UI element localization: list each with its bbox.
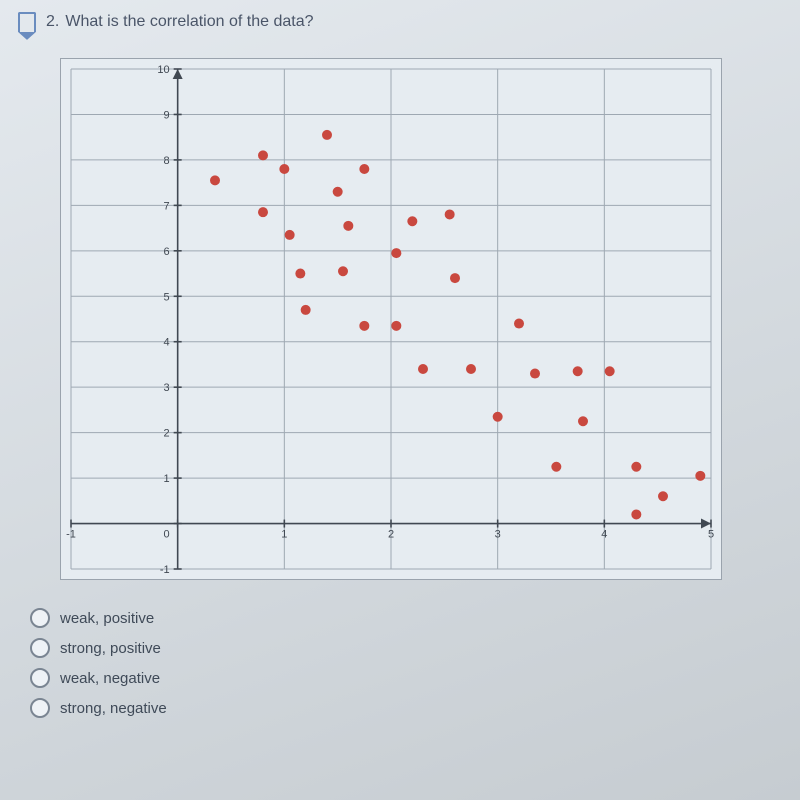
answer-option-0[interactable]: weak, positive — [30, 608, 800, 628]
svg-text:2: 2 — [164, 428, 170, 440]
data-point — [605, 366, 615, 376]
svg-text:9: 9 — [164, 109, 170, 121]
data-point — [631, 509, 641, 519]
question-number: 2. — [46, 13, 59, 31]
answer-option-1[interactable]: strong, positive — [30, 638, 800, 658]
data-point — [338, 266, 348, 276]
svg-text:3: 3 — [495, 529, 501, 541]
question-row: 2. What is the correlation of the data? — [0, 0, 800, 38]
answer-option-3[interactable]: strong, negative — [30, 698, 800, 718]
svg-text:4: 4 — [164, 337, 170, 349]
svg-text:4: 4 — [601, 529, 607, 541]
svg-text:0: 0 — [164, 529, 170, 541]
bookmark-icon[interactable] — [18, 12, 36, 32]
data-point — [466, 364, 476, 374]
svg-text:1: 1 — [281, 529, 287, 541]
radio-icon[interactable] — [30, 668, 50, 688]
data-point — [322, 130, 332, 140]
data-point — [359, 321, 369, 331]
data-point — [279, 164, 289, 174]
data-point — [258, 207, 268, 217]
data-point — [407, 216, 417, 226]
question-text: What is the correlation of the data? — [65, 13, 313, 31]
data-point — [551, 462, 561, 472]
data-point — [391, 321, 401, 331]
data-point — [578, 416, 588, 426]
svg-text:-1: -1 — [160, 564, 170, 576]
data-point — [530, 369, 540, 379]
data-point — [258, 150, 268, 160]
data-point — [631, 462, 641, 472]
svg-text:7: 7 — [164, 200, 170, 212]
option-label: weak, positive — [60, 610, 154, 627]
option-label: strong, negative — [60, 700, 167, 717]
radio-icon[interactable] — [30, 638, 50, 658]
scatter-chart: -1 1 2 3 4 5 6 7 8 9 10 -1 1 2 3 4 5 0 — [60, 58, 722, 580]
data-point — [658, 491, 668, 501]
svg-text:5: 5 — [164, 291, 170, 303]
data-point — [450, 273, 460, 283]
option-label: strong, positive — [60, 640, 161, 657]
data-point — [285, 230, 295, 240]
data-point — [418, 364, 428, 374]
data-point — [333, 187, 343, 197]
svg-text:6: 6 — [164, 246, 170, 258]
data-point — [343, 221, 353, 231]
data-point — [445, 209, 455, 219]
data-point — [514, 319, 524, 329]
data-point — [301, 305, 311, 315]
answer-option-2[interactable]: weak, negative — [30, 668, 800, 688]
data-point — [359, 164, 369, 174]
svg-text:8: 8 — [164, 155, 170, 167]
answer-options: weak, positive strong, positive weak, nega… — [0, 590, 800, 718]
option-label: weak, negative — [60, 670, 160, 687]
data-point — [695, 471, 705, 481]
svg-text:3: 3 — [164, 382, 170, 394]
svg-text:2: 2 — [388, 529, 394, 541]
svg-text:5: 5 — [708, 529, 714, 541]
radio-icon[interactable] — [30, 608, 50, 628]
data-point — [295, 269, 305, 279]
svg-text:1: 1 — [164, 473, 170, 485]
radio-icon[interactable] — [30, 698, 50, 718]
data-point — [391, 248, 401, 258]
data-point — [573, 366, 583, 376]
svg-text:10: 10 — [157, 64, 169, 76]
data-point — [493, 412, 503, 422]
data-point — [210, 175, 220, 185]
scatter-svg: -1 1 2 3 4 5 6 7 8 9 10 -1 1 2 3 4 5 0 — [61, 59, 721, 579]
svg-text:-1: -1 — [66, 529, 76, 541]
